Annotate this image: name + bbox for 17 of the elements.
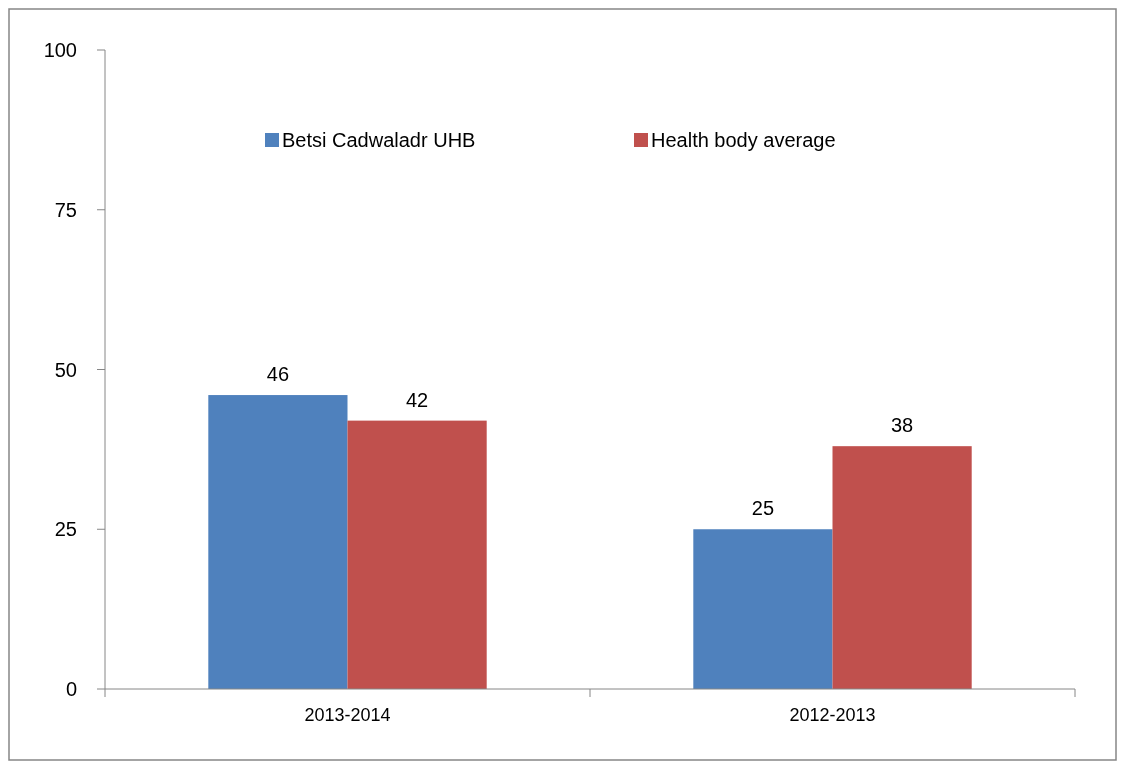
y-tick-label: 0 bbox=[65, 678, 77, 700]
bar bbox=[347, 420, 487, 689]
bar bbox=[208, 395, 348, 689]
x-tick-label: 2012-2013 bbox=[789, 705, 876, 725]
y-tick-label: 50 bbox=[54, 358, 77, 381]
legend-label: Betsi Cadwaladr UHB bbox=[282, 129, 476, 151]
y-tick-label: 100 bbox=[43, 39, 77, 61]
data-label: 25 bbox=[751, 497, 775, 520]
x-tick-label: 2013-2014 bbox=[304, 705, 391, 725]
bar bbox=[693, 529, 833, 689]
y-tick-label: 75 bbox=[54, 198, 77, 221]
y-tick-label: 25 bbox=[54, 518, 77, 541]
data-label: 42 bbox=[405, 388, 429, 411]
data-label: 38 bbox=[890, 414, 914, 437]
data-label: 46 bbox=[266, 363, 290, 386]
legend-label: Health body average bbox=[651, 129, 836, 151]
bar bbox=[832, 446, 972, 689]
